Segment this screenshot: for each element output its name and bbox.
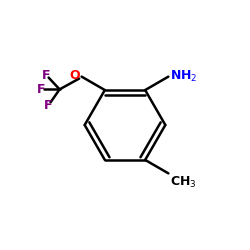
Text: NH$_2$: NH$_2$: [170, 69, 198, 84]
Text: O: O: [70, 70, 80, 82]
Text: F: F: [44, 99, 53, 112]
Text: CH$_3$: CH$_3$: [170, 174, 196, 190]
Text: F: F: [37, 83, 46, 96]
Text: F: F: [42, 69, 50, 82]
